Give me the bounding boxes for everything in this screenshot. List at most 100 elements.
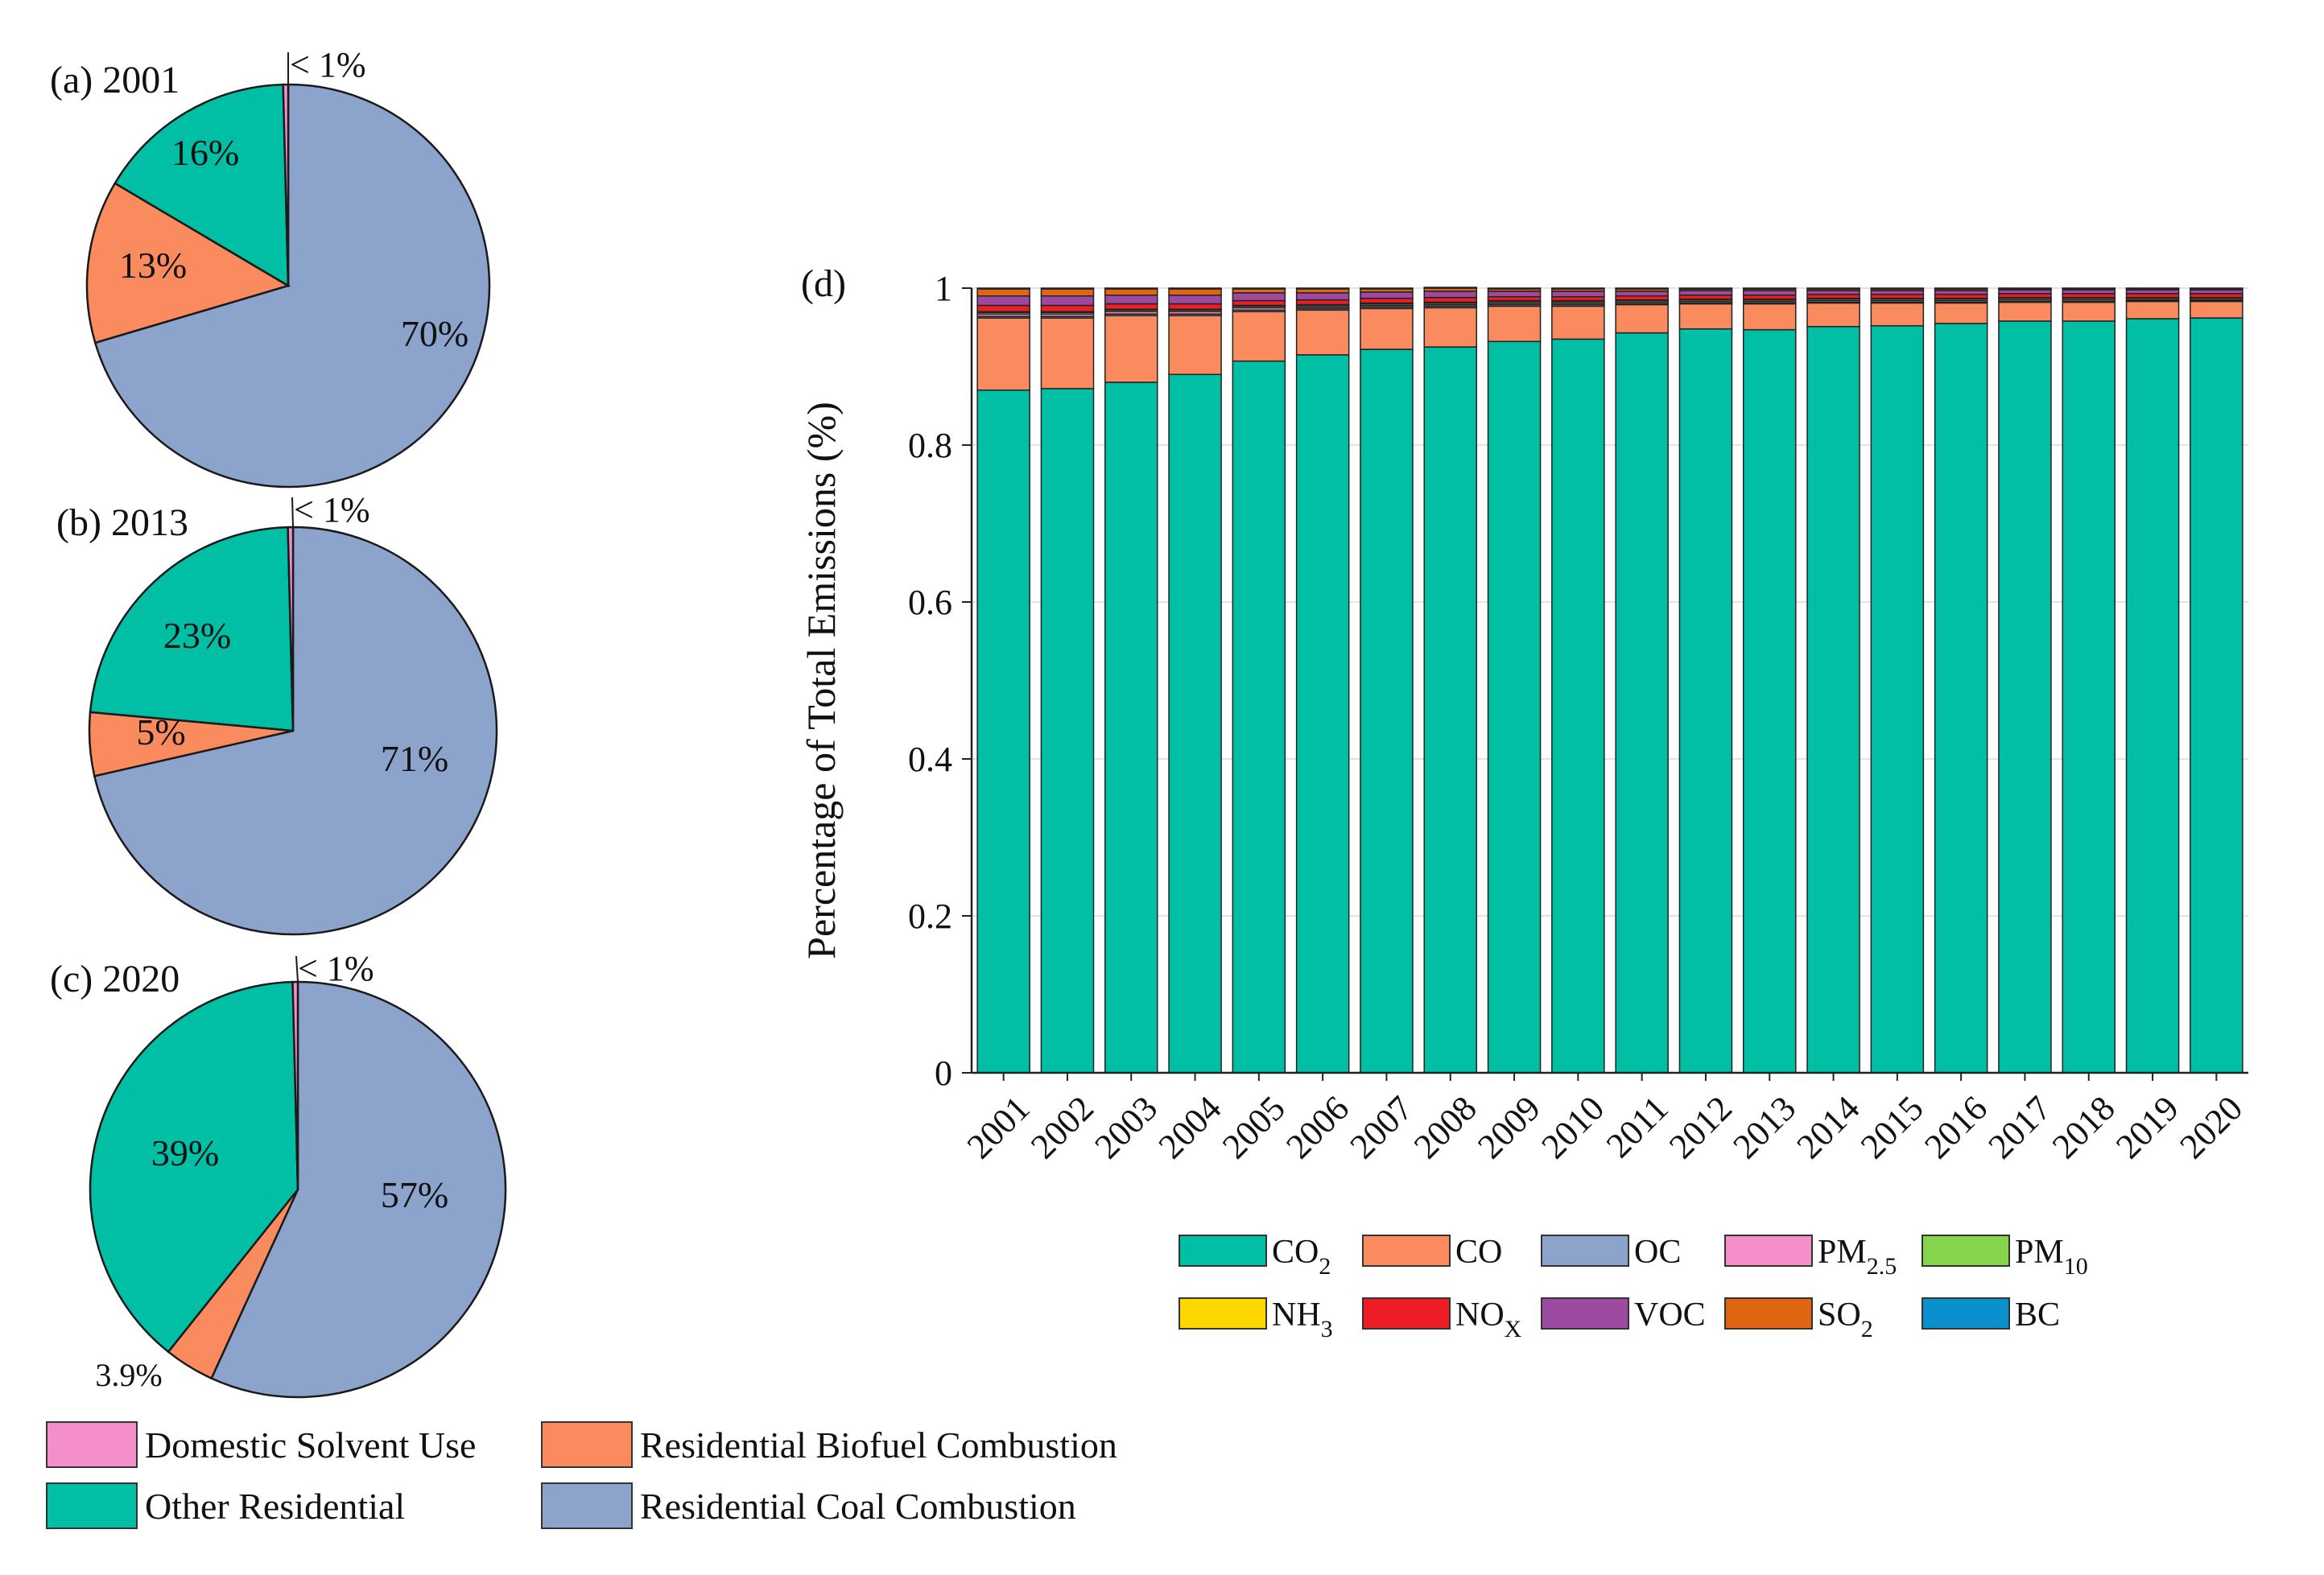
x-tick-label: 2017	[1981, 1088, 2059, 1166]
bar-segment-co	[1870, 302, 1925, 327]
bar-segment-co	[1934, 302, 1988, 324]
bar-legend-swatch	[1541, 1235, 1629, 1267]
x-tick-label: 2011	[1599, 1088, 1676, 1165]
bar-legend-swatch	[1922, 1235, 2010, 1267]
pie-legend-swatch	[46, 1482, 138, 1529]
pie-label: 5%	[136, 711, 185, 752]
pie-label: 13%	[119, 245, 187, 286]
x-tick-label: 2012	[1661, 1088, 1740, 1166]
bar-segment-co	[1806, 302, 1860, 328]
bar-segment-co	[2125, 300, 2180, 320]
bar-segment-so2	[1104, 288, 1158, 296]
pie-leader-line	[295, 955, 299, 983]
x-tick-label: 2001	[960, 1088, 1038, 1166]
bar-segment-bc	[1934, 287, 1988, 290]
y-tick-label: 0.4	[908, 740, 952, 779]
bar-segment-co2	[1742, 328, 1797, 1074]
bar-legend-label: NH3	[1272, 1297, 1333, 1342]
bar-segment-co2	[2190, 317, 2244, 1074]
bar-segment-co2	[1551, 338, 1605, 1074]
bar-segment-co	[1232, 311, 1286, 362]
bar-segment-co2	[1423, 346, 1478, 1074]
pie-label: 57%	[381, 1174, 448, 1215]
bar-segment-bc	[1232, 287, 1286, 290]
bar-legend-label: NOX	[1455, 1297, 1522, 1342]
bar-legend-swatch	[1922, 1297, 2010, 1330]
bar-segment-co2	[2062, 320, 2116, 1074]
pie-leader-line	[291, 497, 294, 528]
bar-legend-label: SO2	[1818, 1297, 1873, 1342]
y-tick-label: 1	[935, 269, 952, 308]
x-tick-label: 2009	[1470, 1088, 1548, 1166]
bar-segment-nox	[1423, 296, 1478, 303]
bar-segment-bc	[976, 287, 1030, 290]
pie-slice-other-residential	[89, 980, 299, 1354]
x-tick-label: 2020	[2172, 1088, 2250, 1166]
bar-segment-co2	[1232, 360, 1286, 1074]
x-tick-label: 2002	[1023, 1088, 1101, 1166]
bar-chart: 2001200220032004200520062007200820092010…	[799, 262, 2250, 1166]
bar-segment-bc	[2062, 287, 2116, 290]
x-tick-label: 2007	[1343, 1088, 1421, 1166]
bar-segment-nox	[1295, 299, 1350, 306]
pie-slice-residential-coal-combustion	[93, 83, 491, 489]
bar-segment-voc	[1742, 290, 1797, 296]
pie-panel-title: (c) 2020	[50, 958, 180, 1000]
pie-legend-swatch	[541, 1482, 633, 1529]
pie-label: 39%	[151, 1132, 219, 1173]
bar-segment-voc	[1040, 295, 1095, 307]
bar-segment-co2	[1678, 328, 1733, 1074]
bar-segment-voc	[1295, 292, 1350, 301]
bar-segment-co2	[1487, 340, 1542, 1074]
pie-legend-label: Domestic Solvent Use	[145, 1425, 476, 1466]
pie-legend-label: Residential Coal Combustion	[640, 1486, 1076, 1527]
bar-segment-co	[1551, 305, 1605, 340]
x-tick-label: 2015	[1853, 1088, 1931, 1166]
pie-slice-other-residential	[114, 83, 290, 288]
bar-segment-bc	[1998, 287, 2052, 290]
bar-segment-bc	[1360, 287, 1414, 290]
pie-label: 23%	[163, 615, 231, 656]
bar-segment-co2	[1870, 325, 1925, 1074]
bar-segment-co2	[1040, 388, 1095, 1074]
bar-segment-co	[1615, 303, 1669, 334]
x-tick-label: 2003	[1087, 1088, 1165, 1166]
bar-legend-swatch	[1179, 1297, 1267, 1330]
bar-segment-bc	[1423, 287, 1478, 289]
bar-segment-bc	[2125, 287, 2180, 290]
bar-legend-label: BC	[2015, 1297, 2060, 1334]
pie-panel-title: (a) 2001	[50, 59, 180, 101]
pie-small-label: < 1%	[290, 45, 365, 85]
bar-segment-co2	[1104, 381, 1158, 1074]
x-tick-label: 2016	[1917, 1088, 1995, 1166]
bar-legend-label: PM2.5	[1818, 1234, 1897, 1280]
bar-segment-co2	[1934, 323, 1988, 1074]
pie-panel-title: (b) 2013	[56, 501, 188, 544]
x-tick-label: 2005	[1215, 1088, 1293, 1166]
bar-legend-swatch	[1179, 1235, 1267, 1267]
bar-segment-bc	[1551, 287, 1605, 290]
bar-segment-bc	[2190, 287, 2244, 290]
pie-small-label: < 1%	[294, 490, 369, 530]
bar-segment-co	[1423, 307, 1478, 348]
bar-segment-so2	[976, 288, 1030, 297]
bar-legend-swatch	[1362, 1297, 1451, 1330]
y-axis-title: Percentage of Total Emissions (%)	[799, 402, 844, 959]
x-tick-label: 2019	[2108, 1088, 2186, 1166]
pie-small-label: < 1%	[298, 949, 374, 988]
pie-legend-swatch	[541, 1421, 633, 1468]
bar-segment-so2	[1040, 288, 1095, 297]
bar-segment-voc	[1487, 291, 1542, 298]
pie-slice-residential-coal-combustion	[210, 980, 507, 1399]
bar-segment-co	[1998, 301, 2052, 322]
bar-segment-bc	[1742, 287, 1797, 290]
bar-segment-co	[1487, 305, 1542, 343]
bar-segment-bc	[1870, 287, 1925, 290]
bar-segment-co	[1295, 309, 1350, 356]
pie-slice-residential-biofuel-combustion	[85, 182, 291, 344]
pie-label: 16%	[171, 132, 239, 173]
bar-legend-swatch	[1362, 1235, 1451, 1267]
y-tick-label: 0.6	[908, 583, 952, 622]
y-tick-label: 0.8	[908, 426, 952, 465]
bar-segment-co2	[1295, 354, 1350, 1074]
